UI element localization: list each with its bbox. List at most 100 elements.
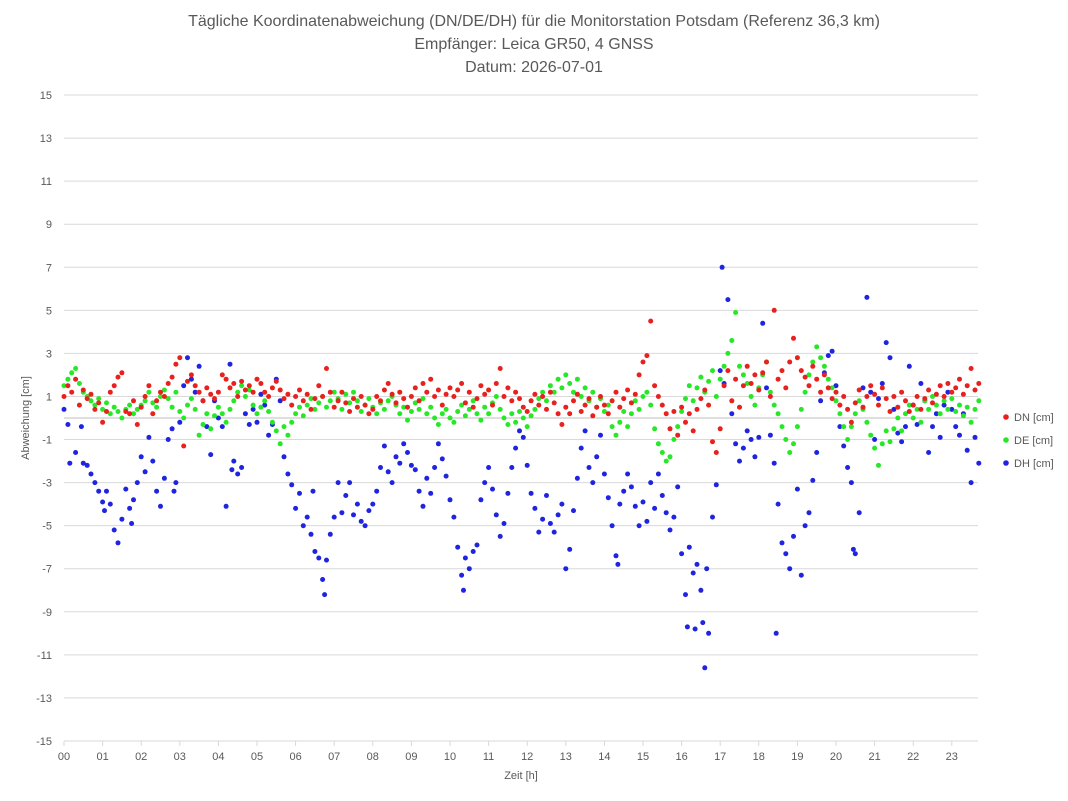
data-point <box>142 398 148 404</box>
data-point <box>84 462 90 468</box>
data-point <box>586 465 592 470</box>
data-point <box>439 456 445 462</box>
data-point <box>381 443 387 449</box>
data-point <box>702 665 708 671</box>
data-point <box>756 434 762 440</box>
x-tick-label: 16 <box>675 751 687 763</box>
data-point <box>771 307 777 313</box>
data-point <box>632 503 638 509</box>
data-point <box>814 376 820 382</box>
data-point <box>393 400 399 406</box>
y-tick-label: 9 <box>46 219 52 231</box>
x-tick-label: 17 <box>714 751 726 763</box>
data-point <box>713 482 719 488</box>
legend-label: DE [cm] <box>1014 435 1053 447</box>
data-point <box>733 376 739 382</box>
data-point <box>632 398 638 404</box>
data-point <box>586 396 592 402</box>
data-point <box>675 432 681 438</box>
data-point <box>389 391 395 397</box>
data-point <box>173 389 179 395</box>
data-point <box>684 624 690 630</box>
data-point <box>138 404 144 410</box>
data-point <box>104 400 109 406</box>
data-point <box>366 396 372 402</box>
data-point <box>686 383 692 389</box>
data-point <box>142 394 148 399</box>
data-point <box>123 409 129 414</box>
data-point <box>856 387 862 393</box>
data-point <box>65 376 71 382</box>
data-point <box>231 381 237 386</box>
data-point <box>941 394 947 399</box>
data-point <box>493 381 499 386</box>
data-point <box>486 387 492 393</box>
data-point <box>134 406 140 412</box>
data-point <box>771 460 777 466</box>
data-point <box>447 415 453 421</box>
data-point <box>119 370 125 376</box>
data-point <box>370 501 376 507</box>
data-point <box>690 398 696 404</box>
data-point <box>432 394 438 399</box>
data-point <box>235 394 241 399</box>
data-point <box>860 385 866 391</box>
data-point <box>957 432 962 438</box>
data-point <box>852 411 858 417</box>
data-point <box>930 424 935 430</box>
data-point <box>324 557 329 563</box>
data-point <box>729 398 735 404</box>
data-point <box>976 460 982 466</box>
data-point <box>729 411 735 417</box>
data-point <box>567 411 573 417</box>
data-point <box>760 320 766 326</box>
data-point <box>497 533 503 539</box>
data-point <box>517 409 522 414</box>
x-tick-label: 03 <box>174 751 186 763</box>
data-point <box>107 501 113 507</box>
data-point <box>879 385 885 391</box>
data-point <box>196 389 202 395</box>
data-point <box>850 546 856 552</box>
data-point <box>219 424 225 430</box>
data-point <box>791 441 796 447</box>
data-point <box>331 404 337 410</box>
data-point <box>324 366 329 371</box>
data-point <box>582 428 588 434</box>
data-point <box>779 368 785 374</box>
data-point <box>906 363 912 369</box>
data-point <box>563 404 569 410</box>
data-point <box>127 402 133 408</box>
data-point <box>347 409 353 414</box>
data-point <box>173 361 179 367</box>
data-point <box>262 402 268 408</box>
data-point <box>378 398 383 404</box>
data-point <box>945 381 951 386</box>
data-point <box>65 422 71 427</box>
data-point <box>478 417 484 423</box>
data-point <box>957 402 962 408</box>
data-point <box>574 376 580 382</box>
data-point <box>405 404 410 410</box>
data-point <box>208 452 214 458</box>
data-points <box>61 264 982 671</box>
data-point <box>891 394 897 399</box>
y-tick-label: 15 <box>40 90 52 102</box>
data-point <box>277 398 283 404</box>
data-point <box>628 484 634 490</box>
data-point <box>242 411 248 417</box>
data-point <box>775 376 781 382</box>
data-point <box>663 411 669 417</box>
data-point <box>837 424 843 430</box>
data-point <box>590 480 596 486</box>
data-point <box>559 385 565 391</box>
data-point <box>652 426 658 432</box>
x-tick-label: 07 <box>328 751 340 763</box>
data-point <box>127 505 133 511</box>
data-point <box>740 372 746 378</box>
data-point <box>347 400 353 406</box>
data-point <box>285 391 291 397</box>
series-1 <box>61 310 982 468</box>
data-point <box>837 402 843 408</box>
data-point <box>366 411 372 417</box>
